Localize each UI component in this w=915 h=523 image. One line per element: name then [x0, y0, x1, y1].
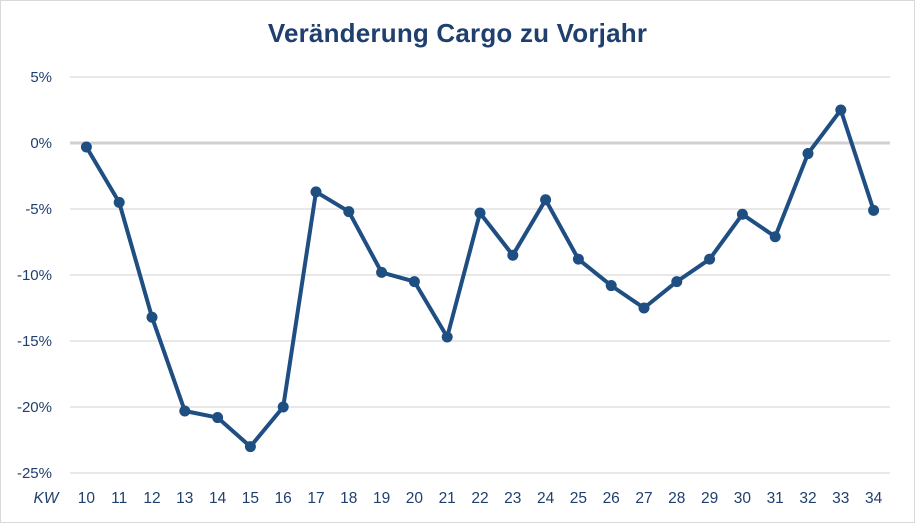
x-tick-label: 24 — [537, 490, 555, 507]
data-point-marker — [310, 186, 322, 198]
x-tick-label: 13 — [176, 490, 193, 507]
x-tick-label: 33 — [832, 490, 849, 507]
x-tick-label: 26 — [603, 490, 620, 507]
data-point-marker — [343, 206, 355, 218]
x-tick-label: 16 — [275, 490, 292, 507]
data-point-marker — [572, 253, 584, 265]
x-tick-label: 10 — [78, 490, 96, 507]
x-tick-label: 17 — [307, 490, 324, 507]
x-tick-label: 34 — [865, 490, 883, 507]
data-point-marker — [441, 331, 453, 343]
data-point-marker — [638, 302, 650, 314]
data-point-marker — [408, 276, 420, 288]
data-point-marker — [868, 204, 880, 216]
data-point-marker — [113, 196, 125, 208]
data-point-marker — [802, 148, 814, 160]
data-point-marker — [736, 208, 748, 220]
x-tick-label: 23 — [504, 490, 521, 507]
x-tick-label: 31 — [767, 490, 784, 507]
y-tick-label: -10% — [17, 267, 52, 284]
data-point-marker — [671, 276, 683, 288]
x-tick-label: 19 — [373, 490, 390, 507]
x-tick-label: 20 — [406, 490, 424, 507]
data-point-marker — [507, 249, 519, 261]
data-point-marker — [704, 253, 716, 265]
data-point-marker — [277, 401, 289, 413]
x-axis-labels: KW 10 11 12 13 14 15 16 17 18 19 20 21 22 23 24 25 26 27 28… — [34, 490, 883, 507]
data-point-marker — [212, 412, 224, 424]
x-tick-label: 29 — [701, 490, 718, 507]
chart-title: Veränderung Cargo zu Vorjahr — [267, 18, 648, 48]
y-tick-label: 0% — [30, 135, 52, 152]
y-tick-label: -20% — [17, 399, 52, 416]
y-tick-label: 5% — [30, 69, 52, 86]
x-tick-label: 12 — [143, 490, 160, 507]
series-line — [84, 108, 876, 449]
data-point-marker — [80, 141, 92, 153]
y-tick-label: -25% — [17, 465, 52, 482]
y-tick-label: -15% — [17, 333, 52, 350]
data-point-marker — [146, 311, 158, 323]
data-point-marker — [769, 231, 781, 243]
data-point-marker — [179, 405, 191, 417]
data-point-marker — [605, 280, 617, 292]
x-tick-label: 14 — [209, 490, 227, 507]
x-tick-label: 28 — [668, 490, 685, 507]
data-point-marker — [540, 194, 552, 206]
y-axis-labels: 5% 0% -5% -10% -15% -20% -25% — [17, 69, 52, 482]
x-tick-label: 21 — [439, 490, 456, 507]
data-point-marker — [474, 207, 486, 219]
y-tick-label: -5% — [25, 201, 52, 218]
x-tick-label: 15 — [242, 490, 259, 507]
x-tick-label: 25 — [570, 490, 587, 507]
x-tick-label: 30 — [734, 490, 752, 507]
x-axis-unit-label: KW — [34, 490, 60, 507]
x-tick-label: 27 — [635, 490, 652, 507]
x-tick-label: 18 — [340, 490, 357, 507]
data-point-marker — [835, 104, 847, 116]
x-tick-label: 32 — [799, 490, 816, 507]
x-tick-label: 22 — [471, 490, 488, 507]
data-series — [80, 104, 880, 453]
x-tick-label: 11 — [111, 490, 127, 507]
data-point-marker — [244, 441, 256, 453]
data-point-marker — [376, 266, 388, 278]
